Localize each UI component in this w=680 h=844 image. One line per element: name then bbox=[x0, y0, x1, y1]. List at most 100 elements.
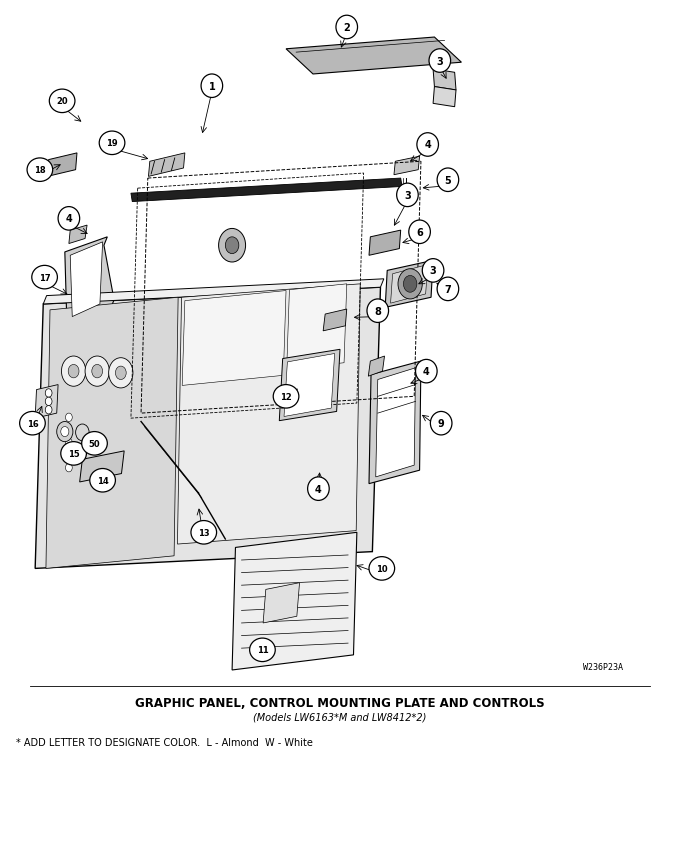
Polygon shape bbox=[433, 88, 456, 107]
Polygon shape bbox=[287, 284, 347, 369]
Ellipse shape bbox=[367, 300, 388, 323]
Circle shape bbox=[46, 389, 52, 398]
Ellipse shape bbox=[396, 184, 418, 208]
Text: 12: 12 bbox=[280, 392, 292, 402]
Polygon shape bbox=[263, 583, 299, 623]
Circle shape bbox=[46, 406, 52, 414]
Text: W236P23A: W236P23A bbox=[583, 663, 623, 672]
Text: 9: 9 bbox=[438, 419, 445, 429]
Polygon shape bbox=[433, 70, 456, 91]
Ellipse shape bbox=[409, 221, 430, 244]
Polygon shape bbox=[390, 265, 428, 304]
Text: 3: 3 bbox=[430, 266, 437, 276]
Polygon shape bbox=[46, 298, 178, 569]
Polygon shape bbox=[65, 237, 114, 323]
Polygon shape bbox=[131, 179, 402, 203]
Circle shape bbox=[68, 365, 79, 378]
Text: 10: 10 bbox=[376, 565, 388, 573]
Ellipse shape bbox=[273, 385, 299, 408]
Text: 19: 19 bbox=[106, 139, 118, 149]
Ellipse shape bbox=[369, 557, 394, 581]
Text: GRAPHIC PANEL, CONTROL MOUNTING PLATE AND CONTROLS: GRAPHIC PANEL, CONTROL MOUNTING PLATE AN… bbox=[135, 696, 545, 709]
Ellipse shape bbox=[201, 75, 222, 99]
Text: 8: 8 bbox=[374, 306, 381, 316]
Polygon shape bbox=[286, 38, 462, 75]
Circle shape bbox=[116, 366, 126, 380]
Ellipse shape bbox=[307, 478, 329, 500]
Circle shape bbox=[65, 439, 72, 447]
Polygon shape bbox=[385, 261, 433, 308]
Text: 1: 1 bbox=[209, 82, 216, 92]
Text: 11: 11 bbox=[256, 646, 269, 655]
Polygon shape bbox=[376, 368, 415, 478]
Polygon shape bbox=[44, 279, 384, 305]
Ellipse shape bbox=[437, 278, 459, 301]
Text: 4: 4 bbox=[315, 484, 322, 494]
Polygon shape bbox=[279, 350, 340, 421]
Polygon shape bbox=[232, 533, 357, 670]
Ellipse shape bbox=[437, 169, 459, 192]
Circle shape bbox=[218, 230, 245, 262]
Polygon shape bbox=[177, 284, 360, 544]
Text: 6: 6 bbox=[416, 228, 423, 237]
Ellipse shape bbox=[429, 50, 451, 73]
Text: 13: 13 bbox=[198, 528, 209, 537]
Polygon shape bbox=[182, 291, 286, 386]
Ellipse shape bbox=[99, 132, 125, 155]
Ellipse shape bbox=[82, 432, 107, 456]
Circle shape bbox=[56, 422, 73, 442]
Circle shape bbox=[225, 237, 239, 254]
Text: 50: 50 bbox=[88, 440, 101, 448]
Text: 3: 3 bbox=[404, 191, 411, 201]
Text: 4: 4 bbox=[65, 214, 72, 225]
Text: 2: 2 bbox=[343, 23, 350, 33]
Polygon shape bbox=[35, 385, 58, 419]
Circle shape bbox=[398, 269, 422, 300]
Circle shape bbox=[65, 464, 72, 473]
Ellipse shape bbox=[61, 442, 86, 466]
Polygon shape bbox=[369, 361, 421, 484]
Polygon shape bbox=[369, 357, 384, 376]
Circle shape bbox=[92, 365, 103, 378]
Polygon shape bbox=[148, 154, 185, 177]
Ellipse shape bbox=[422, 259, 444, 283]
Ellipse shape bbox=[430, 412, 452, 436]
Circle shape bbox=[46, 398, 52, 406]
Polygon shape bbox=[35, 288, 381, 569]
Text: 3: 3 bbox=[437, 57, 443, 67]
Polygon shape bbox=[394, 157, 420, 176]
Text: 17: 17 bbox=[39, 273, 50, 282]
Text: 14: 14 bbox=[97, 476, 109, 485]
Text: 20: 20 bbox=[56, 97, 68, 106]
Text: 16: 16 bbox=[27, 419, 38, 428]
Polygon shape bbox=[80, 452, 124, 483]
Ellipse shape bbox=[27, 159, 52, 182]
Text: 18: 18 bbox=[34, 166, 46, 175]
Ellipse shape bbox=[415, 360, 437, 383]
Circle shape bbox=[403, 276, 417, 293]
Text: 4: 4 bbox=[424, 140, 431, 150]
Circle shape bbox=[65, 414, 72, 422]
Text: 4: 4 bbox=[423, 366, 430, 376]
Ellipse shape bbox=[90, 469, 116, 492]
Circle shape bbox=[61, 427, 69, 437]
Circle shape bbox=[65, 426, 72, 435]
Text: 5: 5 bbox=[445, 176, 452, 186]
Ellipse shape bbox=[50, 90, 75, 113]
Ellipse shape bbox=[20, 412, 46, 436]
Circle shape bbox=[109, 358, 133, 388]
Polygon shape bbox=[48, 154, 77, 177]
Polygon shape bbox=[323, 310, 347, 332]
Circle shape bbox=[75, 425, 89, 441]
Polygon shape bbox=[369, 230, 401, 256]
Ellipse shape bbox=[336, 16, 358, 40]
Text: 15: 15 bbox=[68, 449, 80, 458]
Ellipse shape bbox=[191, 521, 216, 544]
Text: * ADD LETTER TO DESIGNATE COLOR.  L - Almond  W - White: * ADD LETTER TO DESIGNATE COLOR. L - Alm… bbox=[16, 738, 313, 747]
Circle shape bbox=[61, 357, 86, 387]
Ellipse shape bbox=[417, 133, 439, 157]
Text: (Models LW6163*M and LW8412*2): (Models LW6163*M and LW8412*2) bbox=[254, 712, 426, 722]
Polygon shape bbox=[69, 226, 87, 244]
Circle shape bbox=[65, 452, 72, 460]
Ellipse shape bbox=[250, 638, 275, 662]
